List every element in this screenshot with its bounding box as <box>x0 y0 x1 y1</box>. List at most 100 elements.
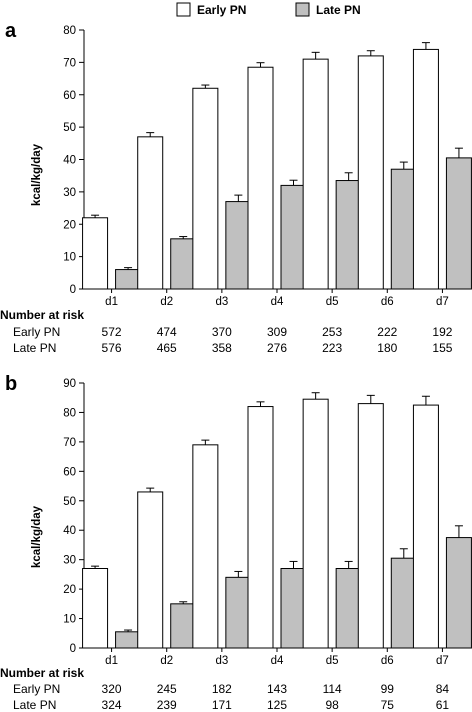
risk-value: 182 <box>212 682 232 696</box>
number-at-risk-title-a: Number at risk <box>0 308 84 322</box>
x-tick-label: d4 <box>271 296 284 308</box>
bar-early-pn <box>247 406 274 649</box>
y-tick-label: 70 <box>63 57 76 69</box>
risk-value: 180 <box>377 341 397 355</box>
x-tick-label: d2 <box>160 655 173 667</box>
legend-label-late-pn: Late PN <box>316 3 361 17</box>
risk-value: 155 <box>432 341 452 355</box>
risk-row-label-late-a: Late PN <box>13 341 56 355</box>
risk-value: 309 <box>267 325 287 339</box>
bar-late-pn <box>115 631 142 649</box>
bar-late-pn <box>225 576 252 649</box>
number-at-risk-b: Number at risk Early PN Late PN 320 324 24… <box>0 666 449 712</box>
x-tick-label: d3 <box>215 296 228 308</box>
bar-early-pn <box>302 58 329 290</box>
risk-value: 465 <box>157 341 177 355</box>
plot-area-b: 0 10 20 30 40 50 60 70 80 90 d1 d2 d3 d4 d5 d6 d7 <box>63 378 472 667</box>
x-tick-label: d5 <box>326 655 339 667</box>
bar-late-pn <box>115 269 142 290</box>
bar-late-pn <box>390 557 417 649</box>
risk-value: 572 <box>102 325 122 339</box>
risk-row-label-early-b: Early PN <box>13 682 60 696</box>
bar-early-pn <box>357 55 384 290</box>
risk-value: 171 <box>212 698 232 712</box>
risk-row-label-late-b: Late PN <box>13 698 56 712</box>
bar-early-pn <box>82 217 109 290</box>
bar-late-pn <box>280 184 307 290</box>
risk-value: 576 <box>102 341 122 355</box>
risk-value: 253 <box>322 325 342 339</box>
bar-early-pn <box>137 136 164 290</box>
risk-value: 223 <box>322 341 342 355</box>
risk-value: 324 <box>102 698 122 712</box>
y-tick-label: 50 <box>63 496 76 508</box>
panel-a: a kcal/kg/day 0 10 20 30 40 50 60 70 80 d1 d2 d3 d4 d… <box>0 20 472 355</box>
y-tick-label: 30 <box>63 187 76 199</box>
y-tick-label: 80 <box>63 25 76 37</box>
bar-early-pn <box>247 66 274 290</box>
bar-early-pn <box>137 491 164 649</box>
legend-label-early-pn: Early PN <box>197 3 246 17</box>
y-tick-label: 90 <box>63 378 76 390</box>
legend-swatch-late-pn <box>295 2 310 17</box>
risk-value: 358 <box>212 341 232 355</box>
bar-late-pn <box>280 568 307 649</box>
y-tick-label: 0 <box>70 643 76 655</box>
bar-early-pn <box>82 568 109 649</box>
bar-early-pn <box>192 87 219 290</box>
y-tick-label: 0 <box>70 284 76 296</box>
y-tick-label: 50 <box>63 122 76 134</box>
panel-label-a: a <box>5 20 17 42</box>
risk-value: 320 <box>102 682 122 696</box>
x-tick-label: d6 <box>381 655 394 667</box>
legend-swatch-early-pn <box>176 2 191 17</box>
risk-value: 98 <box>325 698 339 712</box>
bar-late-pn <box>445 537 472 649</box>
risk-value: 370 <box>212 325 232 339</box>
x-tick-label: d1 <box>105 655 118 667</box>
bar-late-pn <box>170 603 197 649</box>
panel-b: b kcal/kg/day 0 10 20 30 40 50 60 70 80 90 d1 d2 d3 d… <box>0 373 472 712</box>
risk-value: 75 <box>381 698 395 712</box>
risk-value: 222 <box>377 325 397 339</box>
bar-early-pn <box>192 444 219 649</box>
y-tick-label: 80 <box>63 407 76 419</box>
legend: Early PN Late PN <box>176 2 361 17</box>
x-tick-label: d5 <box>326 296 339 308</box>
x-tick-label: d7 <box>436 655 449 667</box>
x-tick-label: d4 <box>271 655 284 667</box>
y-tick-label: 20 <box>63 219 76 231</box>
x-tick-label: d6 <box>381 296 394 308</box>
risk-value: 143 <box>267 682 287 696</box>
y-axis-label-b: kcal/kg/day <box>31 505 43 568</box>
risk-value: 99 <box>381 682 395 696</box>
bar-late-pn <box>225 201 252 290</box>
number-at-risk-a: Number at risk Early PN Late PN 572 576 47… <box>0 308 453 355</box>
risk-value: 192 <box>432 325 452 339</box>
bar-early-pn <box>412 48 439 290</box>
y-tick-label: 10 <box>63 252 76 264</box>
risk-value: 114 <box>323 682 342 696</box>
number-at-risk-title-b: Number at risk <box>0 666 84 680</box>
y-tick-label: 20 <box>63 584 76 596</box>
y-tick-label: 30 <box>63 555 76 567</box>
y-tick-label: 70 <box>63 437 76 449</box>
panel-label-b: b <box>5 373 17 395</box>
risk-value: 84 <box>436 682 450 696</box>
y-tick-label: 60 <box>63 90 76 102</box>
plot-area-a: 0 10 20 30 40 50 60 70 80 d1 d2 d3 d4 d5 d6 d7 <box>63 25 472 308</box>
bar-late-pn <box>390 168 417 290</box>
bar-early-pn <box>302 398 329 649</box>
y-tick-label: 40 <box>63 525 76 537</box>
bar-late-pn <box>445 157 472 290</box>
x-tick-label: d2 <box>160 296 173 308</box>
risk-value: 276 <box>267 341 287 355</box>
bar-late-pn <box>335 180 362 290</box>
risk-value: 245 <box>157 682 177 696</box>
bar-early-pn <box>357 403 384 649</box>
risk-row-label-early-a: Early PN <box>13 325 60 339</box>
bar-late-pn <box>335 568 362 649</box>
y-tick-label: 10 <box>63 614 76 626</box>
x-tick-label: d7 <box>436 296 449 308</box>
